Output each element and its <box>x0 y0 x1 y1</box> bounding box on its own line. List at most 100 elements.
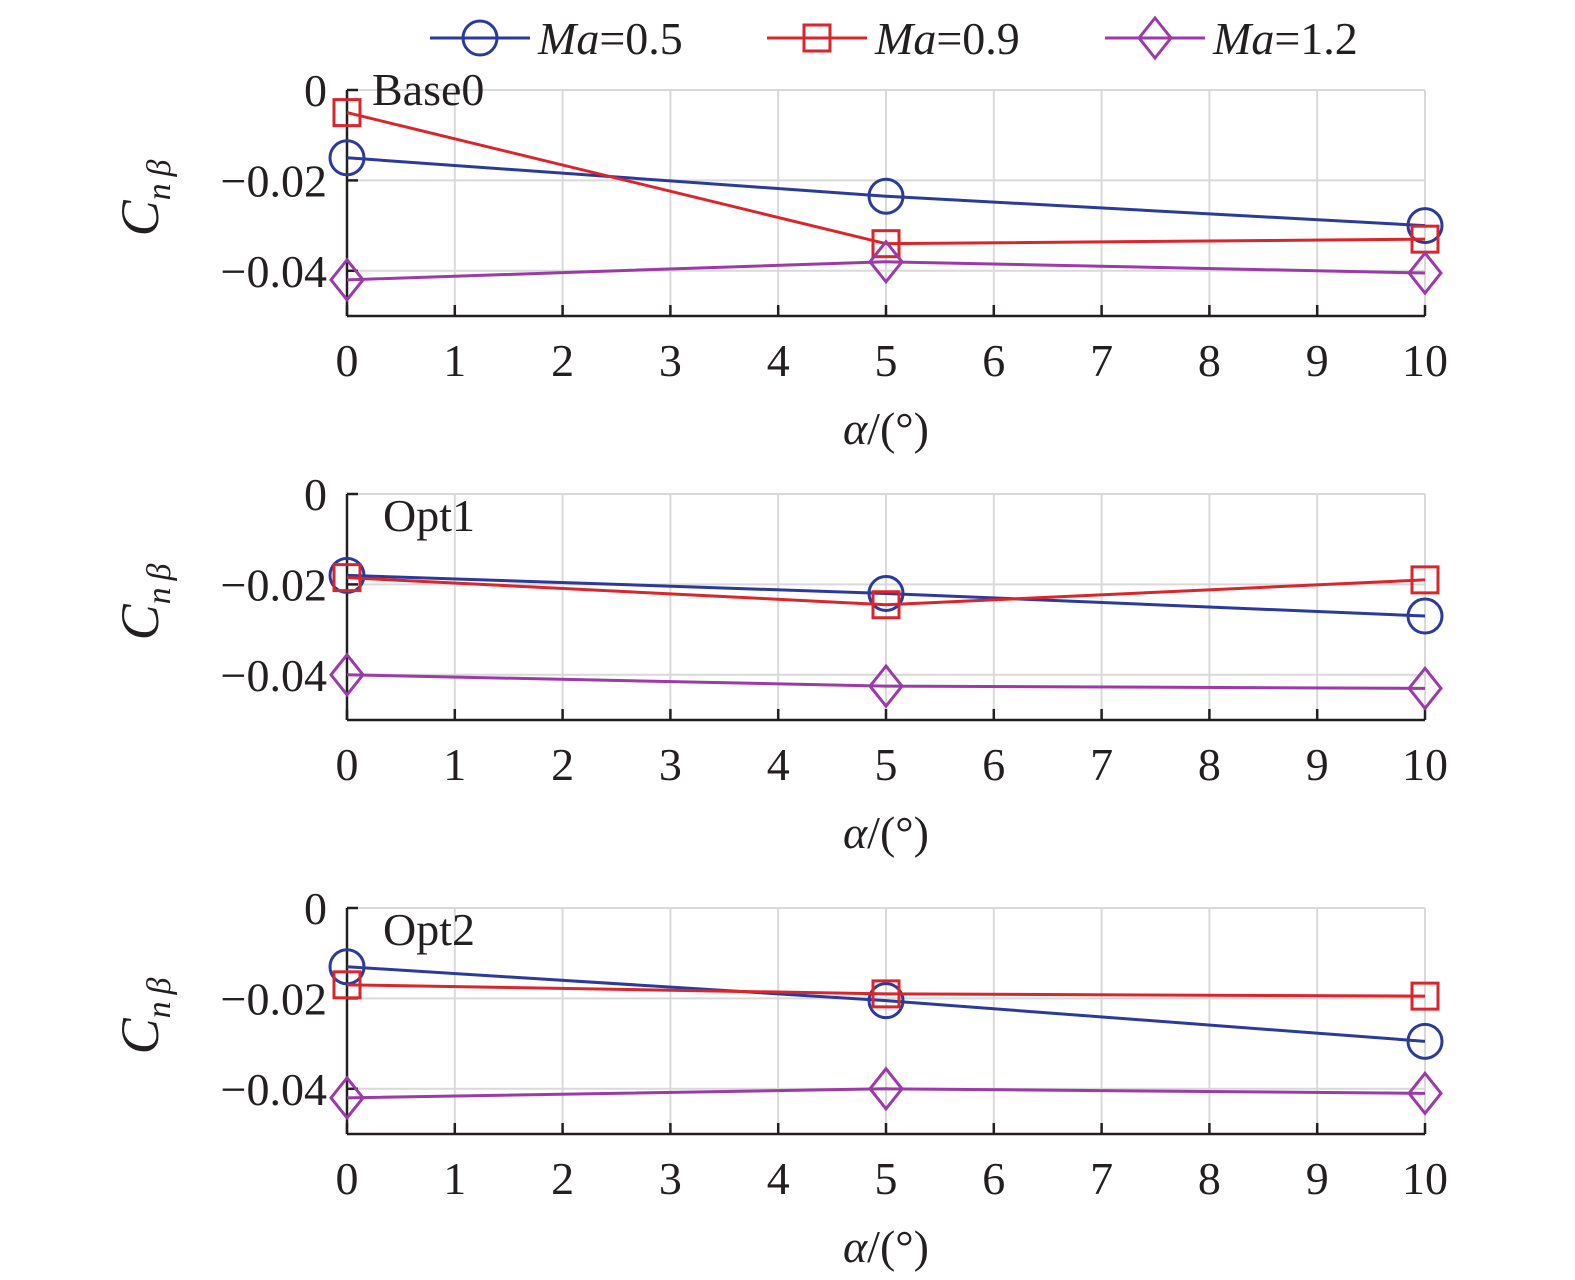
y-tick-label: 0 <box>304 469 327 520</box>
series-ma-0-5 <box>328 948 1444 1060</box>
x-tick-label: 9 <box>1306 335 1329 386</box>
data-point <box>329 1075 365 1121</box>
series-ma-0-9 <box>332 970 1440 1011</box>
data-point <box>332 563 362 593</box>
grid <box>347 907 1426 1134</box>
series-line <box>346 965 1426 1043</box>
legend-label-italic: Ma <box>537 13 599 64</box>
legend-entry-1: Ma=0.5 <box>430 13 683 64</box>
x-tick-label: 6 <box>982 739 1005 790</box>
x-tick-label: 1 <box>443 335 466 386</box>
x-tick-label: 2 <box>551 1153 574 1204</box>
y-tick-label: −0.02 <box>221 973 327 1024</box>
data-point <box>1410 981 1440 1011</box>
x-tick-label: 5 <box>875 1153 898 1204</box>
y-tick-label: 0 <box>304 883 327 934</box>
legend-label-value: =1.2 <box>1274 13 1357 64</box>
data-point <box>332 98 362 128</box>
data-point <box>871 590 901 620</box>
grid <box>347 493 1426 720</box>
data-point <box>1406 1022 1444 1060</box>
data-point <box>328 948 366 986</box>
series-line <box>346 573 1426 618</box>
series-line <box>346 260 1426 282</box>
data-point <box>1407 665 1443 711</box>
series-ma-1-2 <box>329 652 1443 711</box>
x-tick-label: 6 <box>982 1153 1005 1204</box>
series-ma-0-9 <box>332 563 1440 620</box>
x-tick-label: 0 <box>336 1153 359 1204</box>
panel-label: Opt2 <box>383 904 475 955</box>
x-tick-label: 4 <box>767 335 790 386</box>
legend-marker-square <box>802 23 832 53</box>
x-axis-unit: /(°) <box>867 1221 929 1272</box>
legend-label: Ma=0.9 <box>874 13 1020 64</box>
x-tick-label: 8 <box>1198 335 1221 386</box>
x-tick-label: 8 <box>1198 1153 1221 1204</box>
y-axis-subscript: n β <box>141 564 178 605</box>
y-tick-label: −0.04 <box>221 650 327 701</box>
legend-label-value: =0.5 <box>599 13 682 64</box>
y-axis-subscript: n β <box>141 978 178 1019</box>
x-tick-label: 9 <box>1306 739 1329 790</box>
data-point <box>868 1066 904 1112</box>
x-axis-symbol: α <box>843 807 868 858</box>
y-axis-symbol: C <box>110 1017 170 1054</box>
x-axis-title: α/(°) <box>843 403 929 454</box>
data-point <box>1407 1070 1443 1116</box>
data-point <box>1410 565 1440 595</box>
data-point <box>867 982 905 1020</box>
data-point <box>868 239 904 285</box>
x-tick-label: 4 <box>767 1153 790 1204</box>
x-axis-symbol: α <box>843 1221 868 1272</box>
y-axis-title: Cn β <box>110 564 178 641</box>
data-point <box>1406 207 1444 245</box>
y-axis-subscript: n β <box>141 160 178 201</box>
data-point <box>871 979 901 1009</box>
x-axis-title: α/(°) <box>843 1221 929 1272</box>
legend-marker-circle <box>461 19 499 57</box>
x-tick-label: 0 <box>336 739 359 790</box>
x-tick-label: 3 <box>659 1153 682 1204</box>
series-ma-1-2 <box>329 1066 1443 1121</box>
series-line <box>346 576 1426 607</box>
data-point <box>329 257 365 303</box>
legend-label-value: =0.9 <box>936 13 1019 64</box>
legend: Ma=0.5 Ma=0.9 Ma=1.2 <box>430 13 1358 64</box>
x-tick-label: 6 <box>982 335 1005 386</box>
x-tick-label: 4 <box>767 739 790 790</box>
y-axis-symbol: C <box>110 603 170 640</box>
y-tick-label: −0.02 <box>221 155 327 206</box>
legend-entry-2: Ma=0.9 <box>767 13 1020 64</box>
data-point <box>867 177 905 215</box>
y-axis-title: Cn β <box>110 160 178 237</box>
panel-opt2: 0 1 2 3 4 5 6 7 8 9 10 0 −0.02 −0.04 α/(°) Cn β Opt2 <box>110 883 1448 1272</box>
series-ma-1-2 <box>329 239 1443 303</box>
x-tick-label: 9 <box>1306 1153 1329 1204</box>
x-tick-label: 7 <box>1090 335 1113 386</box>
panel-label: Opt1 <box>383 490 475 541</box>
data-point <box>871 229 901 259</box>
data-point <box>1406 597 1444 635</box>
x-tick-label: 3 <box>659 335 682 386</box>
y-axis-title: Cn β <box>110 978 178 1055</box>
x-axis-symbol: α <box>843 403 868 454</box>
x-axis-unit: /(°) <box>867 807 929 858</box>
series-ma-0-5 <box>328 556 1444 635</box>
y-tick-label: 0 <box>304 65 327 116</box>
legend-label-italic: Ma <box>874 13 936 64</box>
y-tick-label: −0.02 <box>221 559 327 610</box>
series-line <box>346 673 1426 690</box>
x-tick-label: 5 <box>875 335 898 386</box>
legend-label: Ma=0.5 <box>537 13 683 64</box>
panel-opt1: 0 1 2 3 4 5 6 7 8 9 10 0 −0.02 −0.04 α/(°) Cn β Opt1 <box>110 469 1448 858</box>
series-line <box>346 1087 1426 1100</box>
x-tick-label: 7 <box>1090 739 1113 790</box>
x-tick-label: 10 <box>1402 1153 1448 1204</box>
y-tick-label: −0.04 <box>221 1064 327 1115</box>
x-tick-label: 1 <box>443 739 466 790</box>
panel-base0: 0 1 2 3 4 5 6 7 8 9 10 0 −0.02 −0.04 α/(°) Cn β Base0 <box>110 64 1448 454</box>
x-tick-label: 1 <box>443 1153 466 1204</box>
